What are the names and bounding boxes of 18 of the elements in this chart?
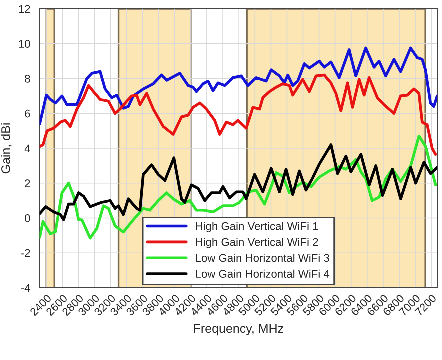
y-axis-title: Gain, dBi xyxy=(1,124,12,174)
y-tick-label: 10 xyxy=(19,40,30,48)
y-tick-label: 12 xyxy=(19,5,30,14)
x-axis-title: Frequency, MHz xyxy=(194,324,284,336)
y-tick-label: -2 xyxy=(21,249,30,258)
y-tick-label: 6 xyxy=(25,110,30,118)
legend-label: Low Gain Horizontal WiFi 4 xyxy=(196,270,330,278)
y-tick-label: 0 xyxy=(25,214,30,222)
y-tick-label: 8 xyxy=(25,75,30,83)
y-tick-label: 2 xyxy=(25,180,30,188)
legend-label: Low Gain Horizontal WiFi 3 xyxy=(196,254,330,262)
line-series xyxy=(40,74,438,156)
y-tick-label: -4 xyxy=(21,284,30,292)
legend-label: High Gain Vertical WiFi 1 xyxy=(196,222,318,232)
y-tick-label: 4 xyxy=(24,144,30,153)
legend-label: High Gain Vertical WiFi 2 xyxy=(196,238,318,248)
line-series xyxy=(40,144,438,222)
line-series xyxy=(40,46,438,126)
